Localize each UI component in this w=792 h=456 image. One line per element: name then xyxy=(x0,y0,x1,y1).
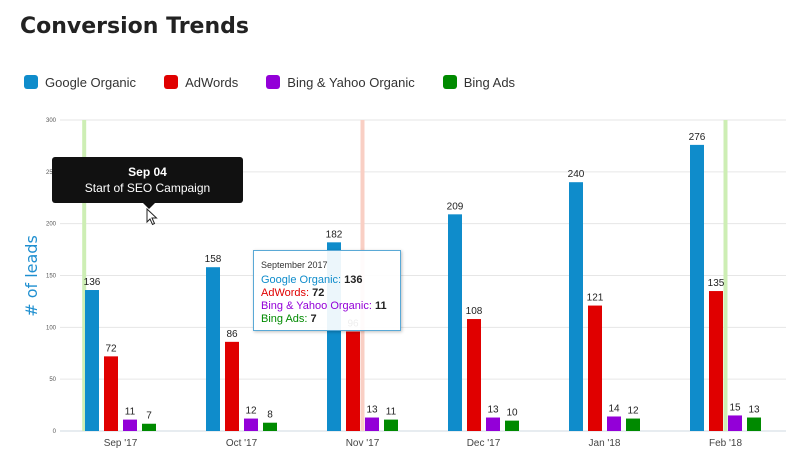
hover-tooltip-value: 7 xyxy=(310,313,317,325)
hover-tooltip-rows: Google Organic: 136 AdWords: 72 Bing & Yah… xyxy=(261,274,400,326)
hover-tooltip-row-adwords: AdWords: 72 xyxy=(261,287,325,299)
y-tick-label: 200 xyxy=(46,222,57,228)
legend-swatch-bing-ads xyxy=(442,75,457,89)
x-tick-label: Sep '17 xyxy=(104,438,138,449)
data-label: 276 xyxy=(689,132,706,143)
bar-bing-ads xyxy=(626,418,640,431)
y-tick-label: 150 xyxy=(46,274,57,280)
bar-bing-ads xyxy=(384,419,398,431)
bar-adwords xyxy=(467,319,481,431)
bar-adwords xyxy=(588,305,602,431)
legend-item-adwords[interactable]: AdWords xyxy=(164,75,238,90)
x-tick-label: Dec '17 xyxy=(467,438,501,449)
y-tick-label: 50 xyxy=(49,377,56,383)
annotation-tooltip-text: Start of SEO Campaign xyxy=(84,181,211,195)
data-label: 13 xyxy=(487,405,499,416)
data-label: 13 xyxy=(748,405,760,416)
hover-tooltip-row-google-organic: Google Organic: 136 xyxy=(261,274,363,286)
data-label: 72 xyxy=(105,343,117,354)
bar-bing-and-yahoo-organic xyxy=(607,416,621,431)
data-label: 136 xyxy=(84,277,101,288)
hover-tooltip-value: 72 xyxy=(312,287,325,299)
plot-line xyxy=(82,120,87,431)
data-label: 121 xyxy=(587,293,604,304)
bar-adwords xyxy=(346,331,360,431)
hover-tooltip-value: 11 xyxy=(374,300,387,312)
legend-swatch-google-organic xyxy=(24,75,38,89)
x-tick-label: Nov '17 xyxy=(346,438,380,449)
legend-label-google-organic: Google Organic xyxy=(45,74,137,90)
bar-bing-ads xyxy=(747,417,761,431)
bar-bing-and-yahoo-organic xyxy=(244,418,258,431)
chart-title: Conversion Trends xyxy=(20,14,249,39)
data-label: 108 xyxy=(466,306,483,317)
y-tick-label: 0 xyxy=(53,429,57,435)
data-label: 7 xyxy=(146,411,152,422)
legend-label-bing-and-yahoo-organic: Bing & Yahoo Organic xyxy=(287,74,415,90)
data-label: 13 xyxy=(366,405,378,416)
legend-label-adwords: AdWords xyxy=(185,74,239,90)
data-label: 209 xyxy=(447,201,464,212)
bar-bing-and-yahoo-organic xyxy=(123,419,137,431)
legend-swatch-adwords xyxy=(164,75,179,89)
data-label: 158 xyxy=(205,254,222,265)
bar-adwords xyxy=(104,356,118,431)
bar-bing-and-yahoo-organic xyxy=(365,417,379,431)
bar-bing-ads xyxy=(505,420,519,431)
y-axis-label: # of leads xyxy=(22,235,41,317)
data-label: 8 xyxy=(267,410,273,421)
data-label: 12 xyxy=(245,406,257,417)
data-label: 86 xyxy=(226,329,238,340)
hover-tooltip: September 2017 Google Organic: 136 AdWord… xyxy=(253,250,401,331)
y-tick-label: 300 xyxy=(46,118,57,124)
hover-tooltip-header: September 2017 xyxy=(261,260,328,270)
hover-tooltip-label: Bing & Yahoo Organic xyxy=(261,300,369,312)
bar-google-organic xyxy=(690,144,704,431)
hover-tooltip-label: Google Organic xyxy=(261,274,339,286)
mouse-pointer-icon xyxy=(146,208,158,226)
bar-bing-ads xyxy=(263,422,277,431)
legend-item-bing-and-yahoo-organic[interactable]: Bing & Yahoo Organic xyxy=(266,74,415,90)
data-label: 12 xyxy=(627,406,639,417)
y-tick-label: 250 xyxy=(46,170,57,176)
plot-line xyxy=(723,120,728,431)
hover-tooltip-label: Bing Ads xyxy=(261,313,305,325)
bar-bing-and-yahoo-organic xyxy=(728,415,742,431)
data-label: 14 xyxy=(608,403,620,414)
x-tick-label: Jan '18 xyxy=(589,438,621,449)
bar-google-organic xyxy=(85,290,99,431)
data-label: 10 xyxy=(506,408,518,419)
x-tick-label: Feb '18 xyxy=(709,438,742,449)
bar-bing-and-yahoo-organic xyxy=(486,417,500,431)
annotation-tooltip-date: Sep 04 xyxy=(128,165,167,179)
data-label: 11 xyxy=(125,407,136,418)
data-label: 182 xyxy=(326,229,343,240)
bar-adwords xyxy=(225,341,239,431)
bar-google-organic xyxy=(206,267,220,431)
data-label: 11 xyxy=(386,407,397,418)
data-label: 15 xyxy=(729,402,741,413)
legend-item-bing-ads[interactable]: Bing Ads xyxy=(442,74,516,90)
bar-bing-ads xyxy=(142,423,156,431)
hover-tooltip-value: 136 xyxy=(344,274,363,286)
bar-google-organic xyxy=(448,214,462,431)
data-label: 240 xyxy=(568,169,585,180)
legend-swatch-bing-and-yahoo-organic xyxy=(266,75,281,89)
data-label: 135 xyxy=(708,278,725,289)
y-tick-label: 100 xyxy=(46,325,57,331)
legend-item-google-organic[interactable]: Google Organic xyxy=(24,75,136,90)
hover-tooltip-label: AdWords xyxy=(261,287,307,299)
hover-tooltip-row-bing-and-yahoo-organic: Bing & Yahoo Organic: 11 xyxy=(261,300,387,312)
x-tick-label: Oct '17 xyxy=(226,438,258,449)
bar-google-organic xyxy=(569,182,583,431)
bar-adwords xyxy=(709,291,723,431)
chart-legend: Google Organic AdWords Bing & Yahoo Organi… xyxy=(24,72,543,92)
annotation-tooltip: Sep 04 Start of SEO Campaign xyxy=(52,157,243,209)
hover-tooltip-row-bing-ads: Bing Ads: 7 xyxy=(261,313,317,325)
legend-label-bing-ads: Bing Ads xyxy=(463,74,516,90)
